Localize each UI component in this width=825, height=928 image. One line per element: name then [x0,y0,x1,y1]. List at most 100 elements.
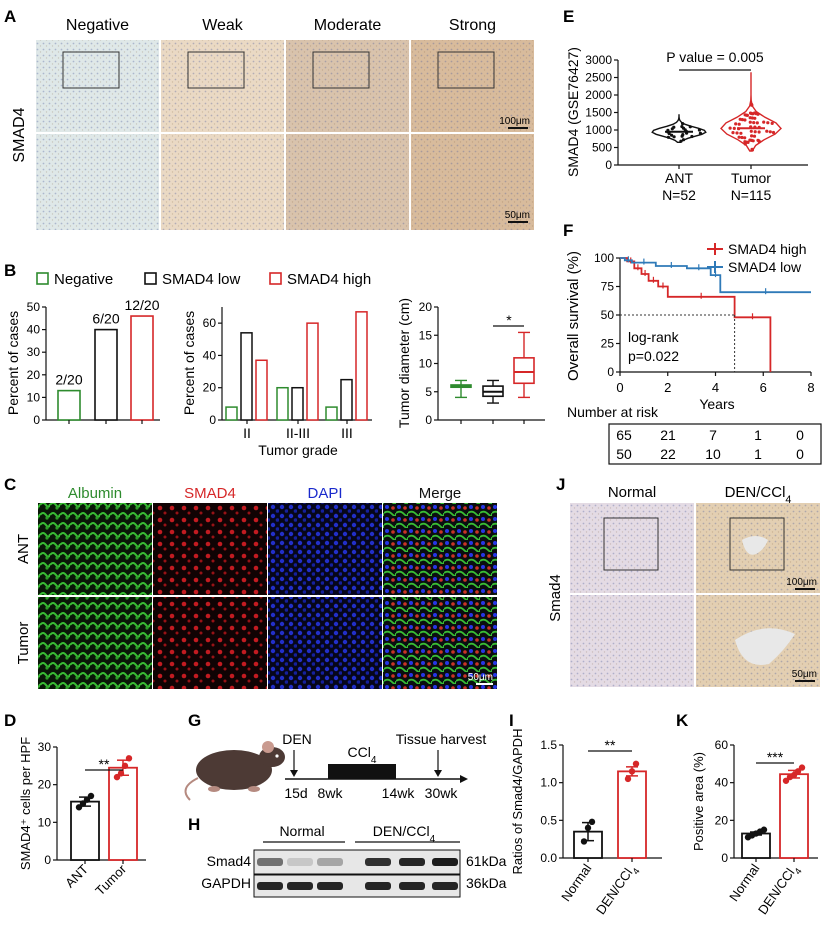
violin-point [752,134,757,138]
fluor-tile [38,597,152,689]
violin-point [753,130,757,134]
violin-point [734,122,738,126]
zoom-box [312,51,370,89]
risk-table-box [608,423,822,465]
violin-point [672,135,676,139]
blot-group-label-sub: 4 [430,834,436,845]
panel-b2-y-tick-label: 40 [203,348,217,362]
blot-band-smad4 [432,858,458,866]
violin-point [765,129,769,133]
panel-letter-b: B [4,261,16,280]
timeline-arrowhead [460,775,468,783]
panel-b1-y-tick-label: 10 [27,390,41,404]
panel-b2-y-tick-label: 60 [203,316,217,330]
panel-c-column-label: SMAD4 [184,485,236,502]
data-point [782,777,790,784]
violin-point [681,133,685,137]
blot-band-gapdh [399,882,425,890]
panel-a-column-label: Strong [449,17,496,34]
panel-e-y-tick-label: 500 [592,141,612,155]
mouse-ear [262,741,274,753]
panel-letter-f: F [563,221,573,240]
panel-letter-d: D [4,711,16,730]
panelK-category-label-sub: 4 [793,866,804,876]
legend-swatch [269,272,282,285]
violin-point [698,131,703,135]
scale-bar-label: 50μm [792,669,817,680]
scale-bar-label: 50μm [505,210,530,221]
violin-point [743,136,747,140]
panel-j-column-label-sub: 4 [785,494,791,506]
panel-f-logrank: log-rank [628,329,680,345]
panelK-y-tick-label: 40 [715,776,729,790]
panel-f-y-tick-label: 75 [601,280,615,294]
risk-table-cell: 65 [616,427,632,443]
panelI-y-axis: 0.0 0.5 1.0 1.5 [540,738,564,865]
violin-point [748,116,752,120]
violin-point [749,129,753,133]
blot-band-smad4 [399,858,425,866]
panel-d-bar-chart: 0 10 20 30 SMAD4⁺ cells per HPF ANT Tumor ** [18,737,146,898]
violin-point [681,138,686,142]
zoom-box [729,517,785,571]
ihc-texture-top [161,40,284,132]
risk-table-cell: 0 [796,427,804,443]
bar [276,386,289,421]
fluor-tile [268,503,382,595]
panel-f-x-tick-label: 0 [616,380,623,395]
mouse-body [196,750,272,790]
risk-table-cell: 1 [754,427,762,443]
panel-e-category-label: Tumor [731,170,771,186]
violin-point [666,135,671,139]
violin-point [756,138,760,142]
panel-f-y-tick-label: 25 [601,337,615,351]
panel-e-y-tick-label: 2000 [585,88,612,102]
panelD-y-tick-label: 10 [38,815,52,829]
data-point [580,838,588,845]
ccl4-label-sub: 4 [371,755,377,766]
violin-point [732,126,736,130]
violin-point [688,125,692,129]
panel-f-y-label: Overall survival (%) [565,251,582,381]
panelI-category-label: Normal [558,861,594,904]
scale-bar-label: 50μm [468,672,493,683]
panel-letter-k: K [676,711,689,730]
bar [355,311,368,421]
panel-j-column-label: Normal [608,484,656,501]
violin-point [753,116,757,120]
panelK-y-label: Positive area (%) [691,752,706,851]
violin-point [743,118,747,122]
panelK-y-tick-label: 20 [715,813,729,827]
panelI-y-tick-label: 0.0 [540,851,557,865]
blot-band-gapdh [287,882,313,890]
panelK-y-tick-label: 60 [715,738,729,752]
data-point [125,755,133,762]
legend-swatch [36,272,49,285]
ccl4-label-main: CCl [348,744,371,760]
violin-point [731,131,735,135]
panel-a-column-label: Negative [66,17,129,34]
legend-label: SMAD4 high [287,271,371,288]
ihc-texture-bottom [36,134,159,230]
significance-star: ** [99,756,110,772]
panel-j-column-label-main: DEN/CCl [725,484,786,501]
fluor-tile [383,597,497,689]
blot-band-gapdh [432,882,458,890]
data-point [790,771,798,779]
blot-group-label: DEN/CCl4 [373,823,436,845]
violin-shape [651,114,707,143]
panel-c-row-label: Tumor [15,622,32,665]
panel-b3-y-tick-label: 20 [419,300,433,314]
blot-protein-label: GAPDH [201,875,251,891]
panel-letter-a: A [4,7,16,26]
blot-band-smad4 [365,858,391,866]
bar [291,386,304,421]
panel-f-y-tick-label: 0 [607,365,614,379]
mouse-foot [248,786,260,792]
panel-e-y-tick-label: 2500 [585,71,612,85]
timepoint-label: 14wk [382,785,416,801]
violin-point [728,126,732,130]
violin-point [752,121,756,125]
panel-e-y-tick-label: 1500 [585,106,612,120]
ihc-texture-top [286,40,409,132]
